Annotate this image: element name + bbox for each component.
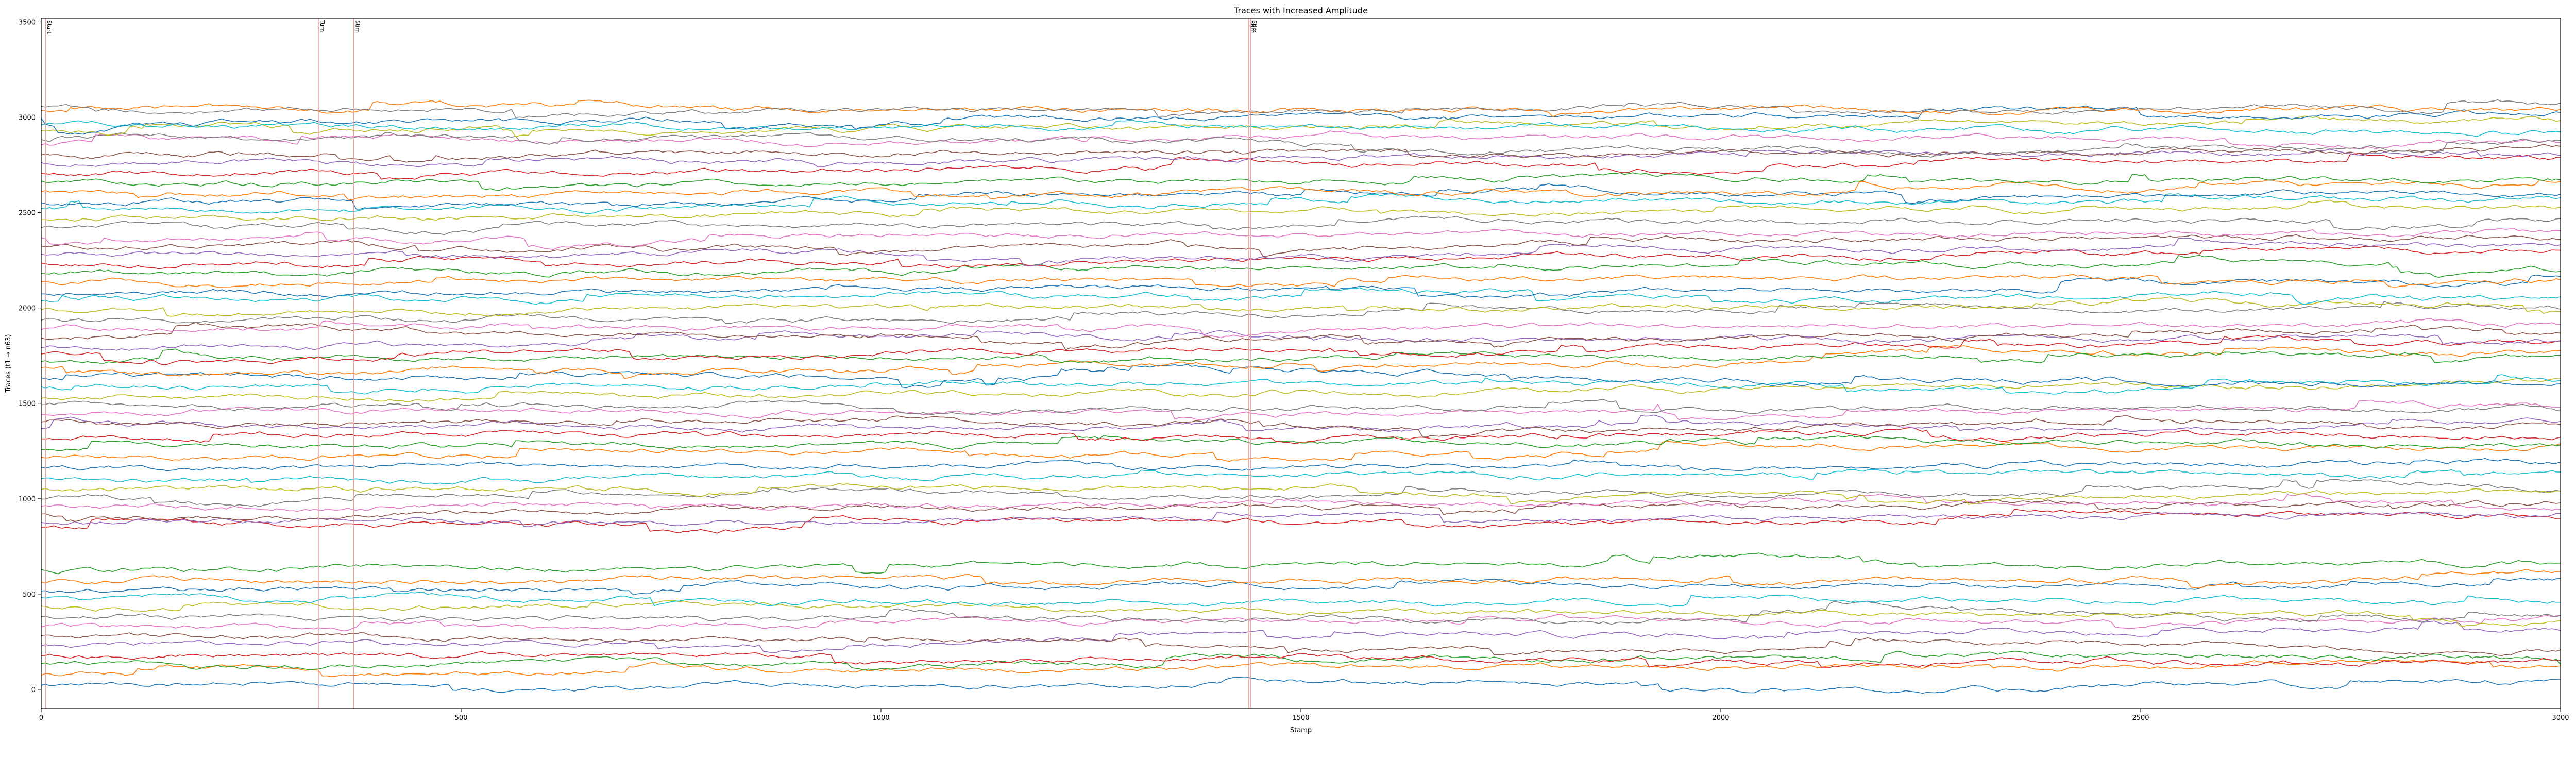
event-label-1: Start <box>46 20 53 35</box>
series-line-43 <box>41 255 2561 278</box>
series-line-16 <box>41 499 2561 522</box>
x-axis-label: Stamp <box>1290 727 1312 734</box>
series-line-13 <box>41 552 2561 575</box>
event-label-2: Turn <box>319 20 326 32</box>
series-line-10 <box>41 592 2561 608</box>
series-line-61 <box>41 105 2561 135</box>
series-line-6 <box>41 632 2561 656</box>
series-line-63 <box>41 99 2561 118</box>
series-line-19 <box>41 483 2561 505</box>
series-line-18 <box>41 479 2561 507</box>
series-line-14 <box>41 508 2561 534</box>
series-line-36 <box>41 322 2561 350</box>
series-line-21 <box>41 458 2561 471</box>
series-line-40 <box>41 287 2561 305</box>
series-line-11 <box>41 577 2561 596</box>
series-line-62 <box>41 99 2561 117</box>
x-axis: 0 500 1000 1500 2000 2500 3000 <box>39 709 2569 722</box>
series-line-33 <box>41 348 2561 364</box>
series-layer <box>41 99 2561 694</box>
series-line-29 <box>41 378 2561 402</box>
series-line-45 <box>41 238 2561 267</box>
series-line-52 <box>41 179 2561 201</box>
y-tick-label-5: 2000 <box>19 305 36 313</box>
series-line-25 <box>41 414 2561 433</box>
series-line-2 <box>41 659 2561 677</box>
series-line-58 <box>41 131 2561 158</box>
series-line-30 <box>41 374 2561 395</box>
series-line-9 <box>41 600 2561 627</box>
series-line-53 <box>41 172 2561 191</box>
series-line-51 <box>41 183 2561 210</box>
y-axis: 0 500 1000 1500 2000 2500 3000 3500 <box>19 19 41 694</box>
series-line-41 <box>41 274 2561 298</box>
series-line-20 <box>41 469 2561 485</box>
x-tick-label-1: 0 <box>39 714 43 722</box>
x-tick-label-3: 1000 <box>872 714 889 722</box>
series-line-7 <box>41 614 2561 632</box>
y-tick-label-8: 3500 <box>19 19 36 26</box>
y-tick-label-4: 1500 <box>19 400 36 408</box>
series-line-50 <box>41 193 2561 214</box>
series-line-17 <box>41 493 2561 512</box>
series-line-31 <box>41 364 2561 389</box>
series-line-47 <box>41 228 2561 250</box>
event-label-3: Stim <box>354 20 361 33</box>
series-line-54 <box>41 153 2561 180</box>
series-line-37 <box>41 318 2561 339</box>
series-line-5 <box>41 620 2561 653</box>
x-tick-label-5: 2000 <box>1712 714 1729 722</box>
series-line-28 <box>41 398 2561 415</box>
y-tick-label-2: 500 <box>23 591 36 599</box>
y-tick-label-7: 3000 <box>19 114 36 122</box>
series-line-49 <box>41 199 2561 222</box>
series-line-39 <box>41 296 2561 317</box>
x-tick-label-7: 3000 <box>2552 714 2569 722</box>
series-line-23 <box>41 434 2561 451</box>
series-line-34 <box>41 335 2561 365</box>
series-line-8 <box>41 600 2561 625</box>
series-line-38 <box>41 301 2561 324</box>
series-line-12 <box>41 569 2561 589</box>
series-line-15 <box>41 511 2561 528</box>
series-line-4 <box>41 651 2561 668</box>
event-label-4: Stim <box>1249 20 1256 33</box>
series-line-42 <box>41 274 2561 288</box>
chart-title: Traces with Increased Amplitude <box>1233 6 1368 15</box>
x-tick-label-4: 1500 <box>1292 714 1309 722</box>
y-tick-label-6: 2500 <box>19 210 36 217</box>
y-tick-label-3: 1000 <box>19 496 36 503</box>
series-line-26 <box>41 415 2561 437</box>
series-line-22 <box>41 441 2561 462</box>
y-tick-label-1: 0 <box>31 686 36 694</box>
series-line-44 <box>41 245 2561 269</box>
series-line-57 <box>41 130 2561 149</box>
series-line-60 <box>41 120 2561 138</box>
series-line-55 <box>41 148 2561 167</box>
series-line-3 <box>41 650 2561 671</box>
series-line-27 <box>41 399 2561 421</box>
series-line-24 <box>41 427 2561 445</box>
series-line-46 <box>41 234 2561 257</box>
y-axis-label: Traces (t1 → n63) <box>5 334 12 393</box>
series-line-1 <box>41 677 2561 694</box>
x-tick-label-6: 2500 <box>2132 714 2149 722</box>
event-label-5: Stim <box>1251 20 1258 33</box>
x-tick-label-2: 500 <box>455 714 468 722</box>
series-line-56 <box>41 144 2561 163</box>
series-line-48 <box>41 215 2561 235</box>
